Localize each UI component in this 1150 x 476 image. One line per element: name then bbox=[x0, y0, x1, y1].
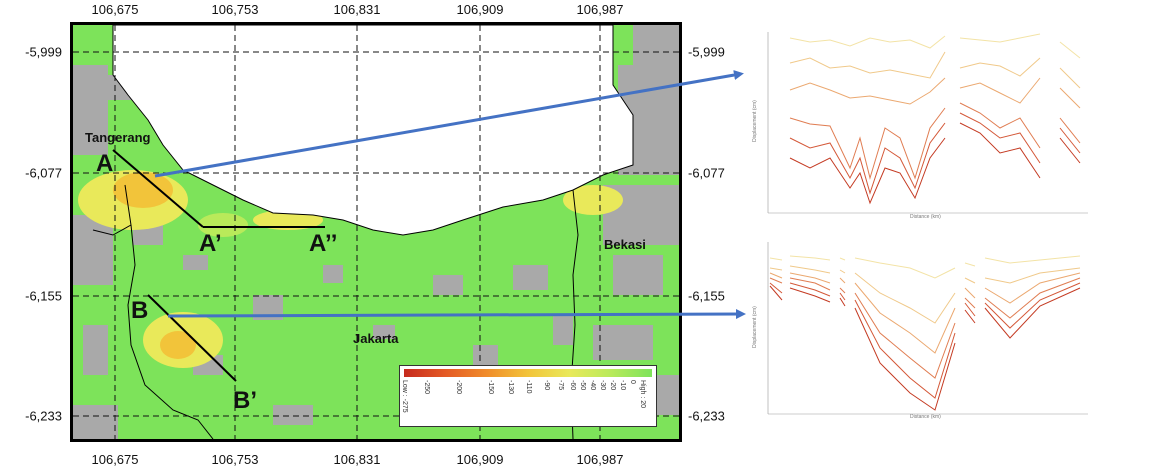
legend-tick: -50 bbox=[579, 380, 586, 391]
legend-tick: -75 bbox=[557, 380, 564, 391]
legend-tick: -90 bbox=[543, 380, 550, 391]
x-tick-bottom-5: 106,987 bbox=[576, 452, 624, 467]
x-tick-top-3: 106,831 bbox=[333, 2, 381, 17]
legend-tick: -150 bbox=[487, 380, 494, 395]
legend-tick: -130 bbox=[507, 380, 514, 395]
profile-plot-b-graphic bbox=[767, 242, 1088, 415]
legend-tick: -10 bbox=[619, 380, 626, 391]
legend-tick: -110 bbox=[525, 380, 532, 394]
point-a-label: A bbox=[96, 150, 114, 177]
y-tick-right-1: -5,999 bbox=[688, 44, 725, 60]
point-b-prime-label: B’ bbox=[233, 387, 257, 414]
legend-tick: -200 bbox=[455, 380, 462, 395]
legend-color-bar bbox=[404, 369, 652, 377]
legend-tick: -20 bbox=[609, 380, 616, 391]
x-tick-top-5: 106,987 bbox=[576, 2, 624, 17]
profile-lines bbox=[112, 149, 325, 382]
legend: Low : -275 -250 -200 -150 -130 -110 -90 … bbox=[399, 365, 657, 427]
city-label-tangerang: Tangerang bbox=[85, 130, 151, 145]
y-tick-right-4: -6,233 bbox=[688, 408, 725, 424]
legend-tick: High : 20 bbox=[639, 380, 646, 409]
x-tick-bottom-4: 106,909 bbox=[456, 452, 504, 467]
legend-tick: Low : -275 bbox=[401, 380, 408, 413]
y-tick-left-4: -6,233 bbox=[25, 408, 62, 424]
legend-tick: -60 bbox=[569, 380, 576, 391]
x-tick-bottom-1: 106,675 bbox=[91, 452, 139, 467]
profile-plot-a-graphic bbox=[767, 32, 1088, 214]
point-a-double-prime-label: A’’ bbox=[309, 230, 338, 257]
point-b-label: B bbox=[131, 297, 149, 324]
profile-plot-a: Distance (km) Displacement (cm) bbox=[752, 28, 1090, 220]
profile-a-x-label: Distance (km) bbox=[910, 214, 941, 220]
city-label-jakarta: Jakarta bbox=[353, 331, 399, 346]
y-tick-right-3: -6,155 bbox=[688, 288, 725, 304]
x-tick-top-1: 106,675 bbox=[91, 2, 139, 17]
y-tick-right-2: -6,077 bbox=[688, 165, 725, 181]
y-tick-left-3: -6,155 bbox=[25, 288, 62, 304]
y-tick-left-1: -5,999 bbox=[25, 44, 62, 60]
legend-tick: -30 bbox=[599, 380, 606, 391]
profile-b-y-label: Displacement (cm) bbox=[751, 306, 758, 348]
point-a-prime-label: A’ bbox=[199, 230, 222, 257]
profile-a-y-label: Displacement (cm) bbox=[751, 100, 758, 142]
x-tick-bottom-2: 106,753 bbox=[211, 452, 259, 467]
subsidence-hotspots bbox=[78, 170, 623, 368]
profile-b-x-label: Distance (km) bbox=[910, 414, 941, 420]
profile-plot-b: Distance (km) Displacement (cm) bbox=[752, 238, 1090, 420]
x-tick-top-4: 106,909 bbox=[456, 2, 504, 17]
city-label-bekasi: Bekasi bbox=[604, 237, 646, 252]
legend-tick: -40 bbox=[589, 380, 596, 391]
legend-tick: 0 bbox=[629, 380, 636, 384]
subsidence-map[interactable]: A A’ A’’ B B’ Tangerang Jakarta Bekasi L… bbox=[70, 22, 682, 442]
profile-line-b bbox=[147, 294, 237, 382]
profile-line-a bbox=[112, 149, 204, 228]
legend-tick: -250 bbox=[423, 380, 430, 395]
x-tick-bottom-3: 106,831 bbox=[333, 452, 381, 467]
x-tick-top-2: 106,753 bbox=[211, 2, 259, 17]
y-tick-left-2: -6,077 bbox=[25, 165, 62, 181]
